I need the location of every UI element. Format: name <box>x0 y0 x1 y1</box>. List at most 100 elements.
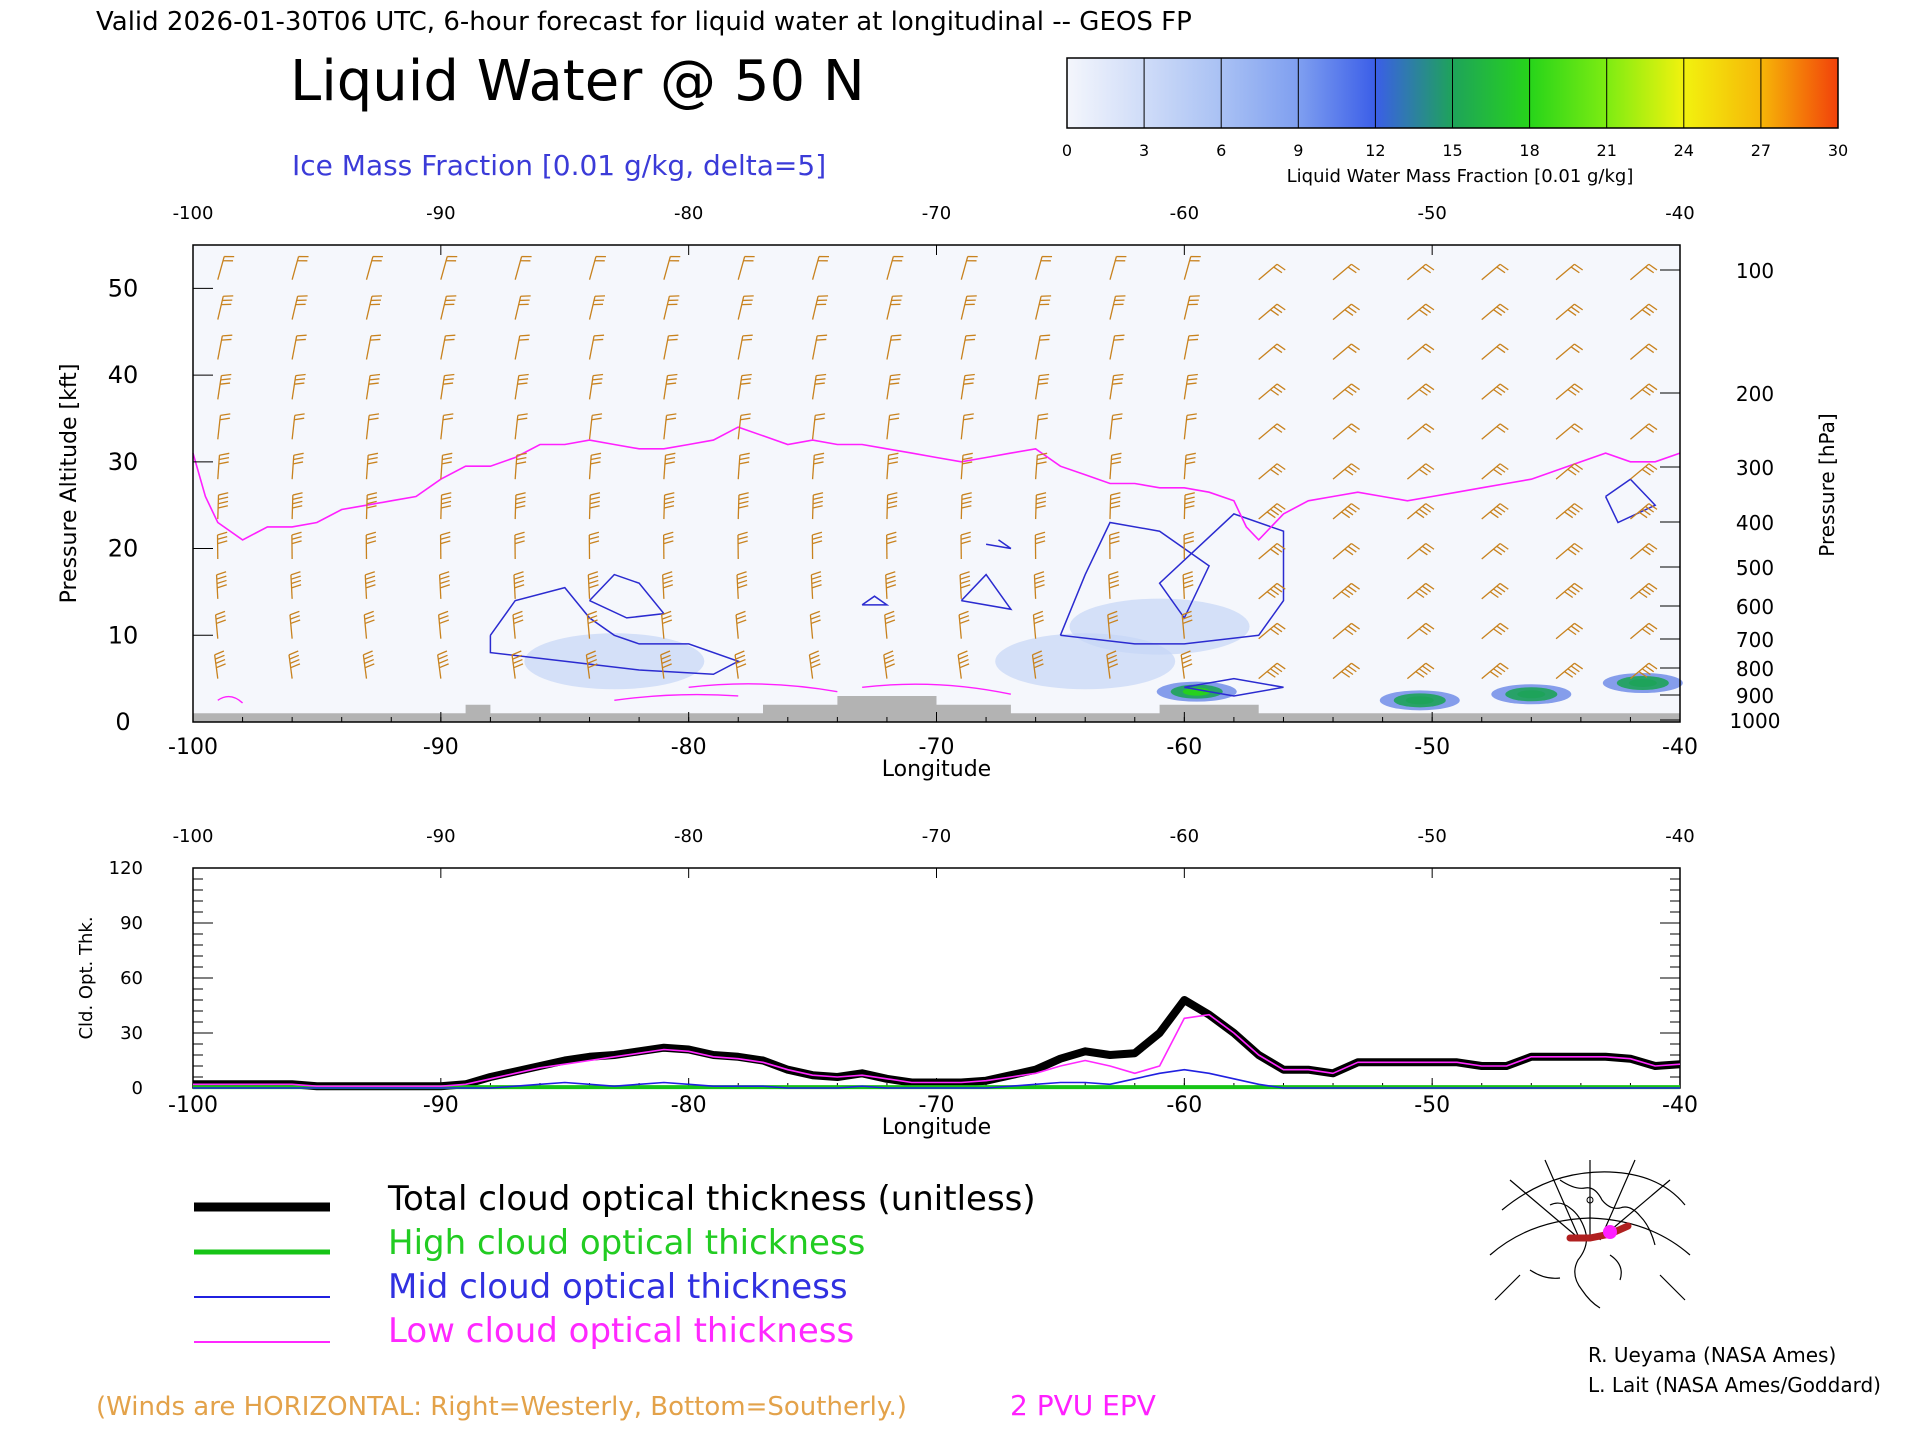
wind-barb-feather <box>1574 542 1584 550</box>
wind-barb-feather <box>1570 386 1580 393</box>
wind-barb-staff <box>440 495 443 520</box>
liquid-water-region <box>1069 598 1250 655</box>
wind-barb-feather <box>736 619 747 625</box>
wind-barb <box>737 413 751 440</box>
wind-barb-feather <box>887 505 898 509</box>
wind-barb-feather <box>445 334 456 337</box>
wind-barb <box>365 452 379 480</box>
wind-barb <box>362 650 375 679</box>
wind-barb-feather <box>1638 591 1648 599</box>
wind-barb-feather <box>1351 463 1360 471</box>
wind-barb-feather <box>964 338 976 341</box>
wind-barb-feather <box>1110 496 1121 501</box>
wind-barb <box>588 295 606 320</box>
wind-barb-feather <box>1108 619 1119 625</box>
wind-barb-feather <box>960 540 971 545</box>
wind-barb <box>1555 463 1584 480</box>
x-tick-label: -90 <box>423 735 459 760</box>
wind-barb-feather <box>1109 540 1120 545</box>
x-tick-label: -100 <box>168 735 218 760</box>
wind-barb-feather <box>1033 658 1044 665</box>
wind-barb-feather <box>1112 382 1123 385</box>
wind-barb-feather <box>1341 511 1351 519</box>
colorbar-tick-label: 0 <box>1062 141 1072 160</box>
wind-barb-feather <box>1033 615 1044 620</box>
wind-barb-feather <box>1273 545 1283 553</box>
wind-barb-feather <box>290 575 301 580</box>
wind-barb-feather <box>740 417 751 421</box>
wind-barb-feather <box>1276 303 1286 311</box>
wind-barb-feather <box>1564 671 1574 678</box>
wind-barb <box>514 413 528 440</box>
wind-barb-feather <box>1489 671 1499 678</box>
wind-barb-feather <box>366 531 377 536</box>
x-tick-label-2: -70 <box>919 1093 955 1118</box>
wind-barb-feather <box>1425 423 1435 431</box>
wind-barb-feather <box>1182 571 1193 576</box>
wind-barb-feather <box>665 452 676 456</box>
wind-barb-feather <box>1496 625 1506 633</box>
wind-barb-feather <box>1425 303 1435 311</box>
wind-barb-feather <box>1638 511 1648 519</box>
wind-barb <box>1258 303 1286 321</box>
wind-barb-feather <box>1499 423 1509 431</box>
wind-barb <box>1630 343 1658 360</box>
wind-barb <box>663 255 681 280</box>
wind-barb-feather <box>1567 388 1577 396</box>
wind-barb <box>1258 463 1286 480</box>
wind-barb <box>291 531 302 559</box>
wind-barb <box>1406 303 1435 321</box>
wind-barb-feather <box>442 456 453 461</box>
wind-barb-feather <box>960 535 971 540</box>
wind-barb-feather <box>363 650 373 656</box>
wind-barb-feather <box>959 571 970 576</box>
wind-barb-feather <box>1496 426 1506 433</box>
wind-barb-feather <box>438 654 448 660</box>
wind-barb <box>660 650 672 679</box>
wind-barb-feather <box>1574 662 1584 670</box>
y-tick-label: 40 <box>108 361 139 389</box>
wind-barb-feather <box>368 452 379 456</box>
wind-barb-feather <box>1564 591 1574 599</box>
wind-barb-feather <box>1185 461 1196 465</box>
ice-contour <box>588 573 666 619</box>
wind-barb-feather <box>1033 610 1044 616</box>
epv-low-contour <box>217 695 244 704</box>
wind-barb <box>1035 255 1053 280</box>
wind-barb <box>1183 452 1196 480</box>
wind-barb-feather <box>593 338 604 341</box>
wind-barb-feather <box>812 505 823 509</box>
wind-barb <box>514 531 525 559</box>
wind-barb-feather <box>290 615 300 620</box>
x-tick-label-top: -40 <box>1665 203 1694 224</box>
wind-barb <box>1481 263 1509 281</box>
wind-barb-feather <box>1182 615 1193 620</box>
wind-barb-feather <box>811 584 822 589</box>
wind-barb-feather <box>1188 334 1199 337</box>
series-mid-line <box>193 1068 1680 1089</box>
wind-barb-feather <box>1344 309 1354 316</box>
wind-barb-feather <box>742 334 753 337</box>
wind-barb-feather <box>1273 346 1283 354</box>
colorbar-tick-label: 27 <box>1751 141 1771 160</box>
wind-barb-feather <box>514 535 525 540</box>
wind-barb <box>1406 582 1435 600</box>
wind-barb-feather <box>1493 548 1503 556</box>
liquid-water-core <box>1182 687 1211 696</box>
wind-barb <box>217 255 235 280</box>
wind-barb-staff <box>960 495 963 520</box>
wind-barb-feather <box>440 584 450 589</box>
wind-barb-feather <box>887 461 898 465</box>
wind-barb-feather <box>513 663 524 669</box>
wind-barb-feather <box>1496 266 1506 274</box>
wind-barb-feather <box>738 500 749 505</box>
wind-barb-feather <box>961 492 972 496</box>
map-track <box>1566 1222 1632 1242</box>
wind-barb-feather <box>1641 309 1651 316</box>
wind-barb-feather <box>963 417 974 421</box>
wind-barb-feather <box>1351 503 1360 510</box>
wind-barb <box>734 650 747 679</box>
wind-barb <box>1555 622 1584 640</box>
wind-barb-feather <box>1035 500 1046 505</box>
wind-barb-feather <box>663 584 674 589</box>
